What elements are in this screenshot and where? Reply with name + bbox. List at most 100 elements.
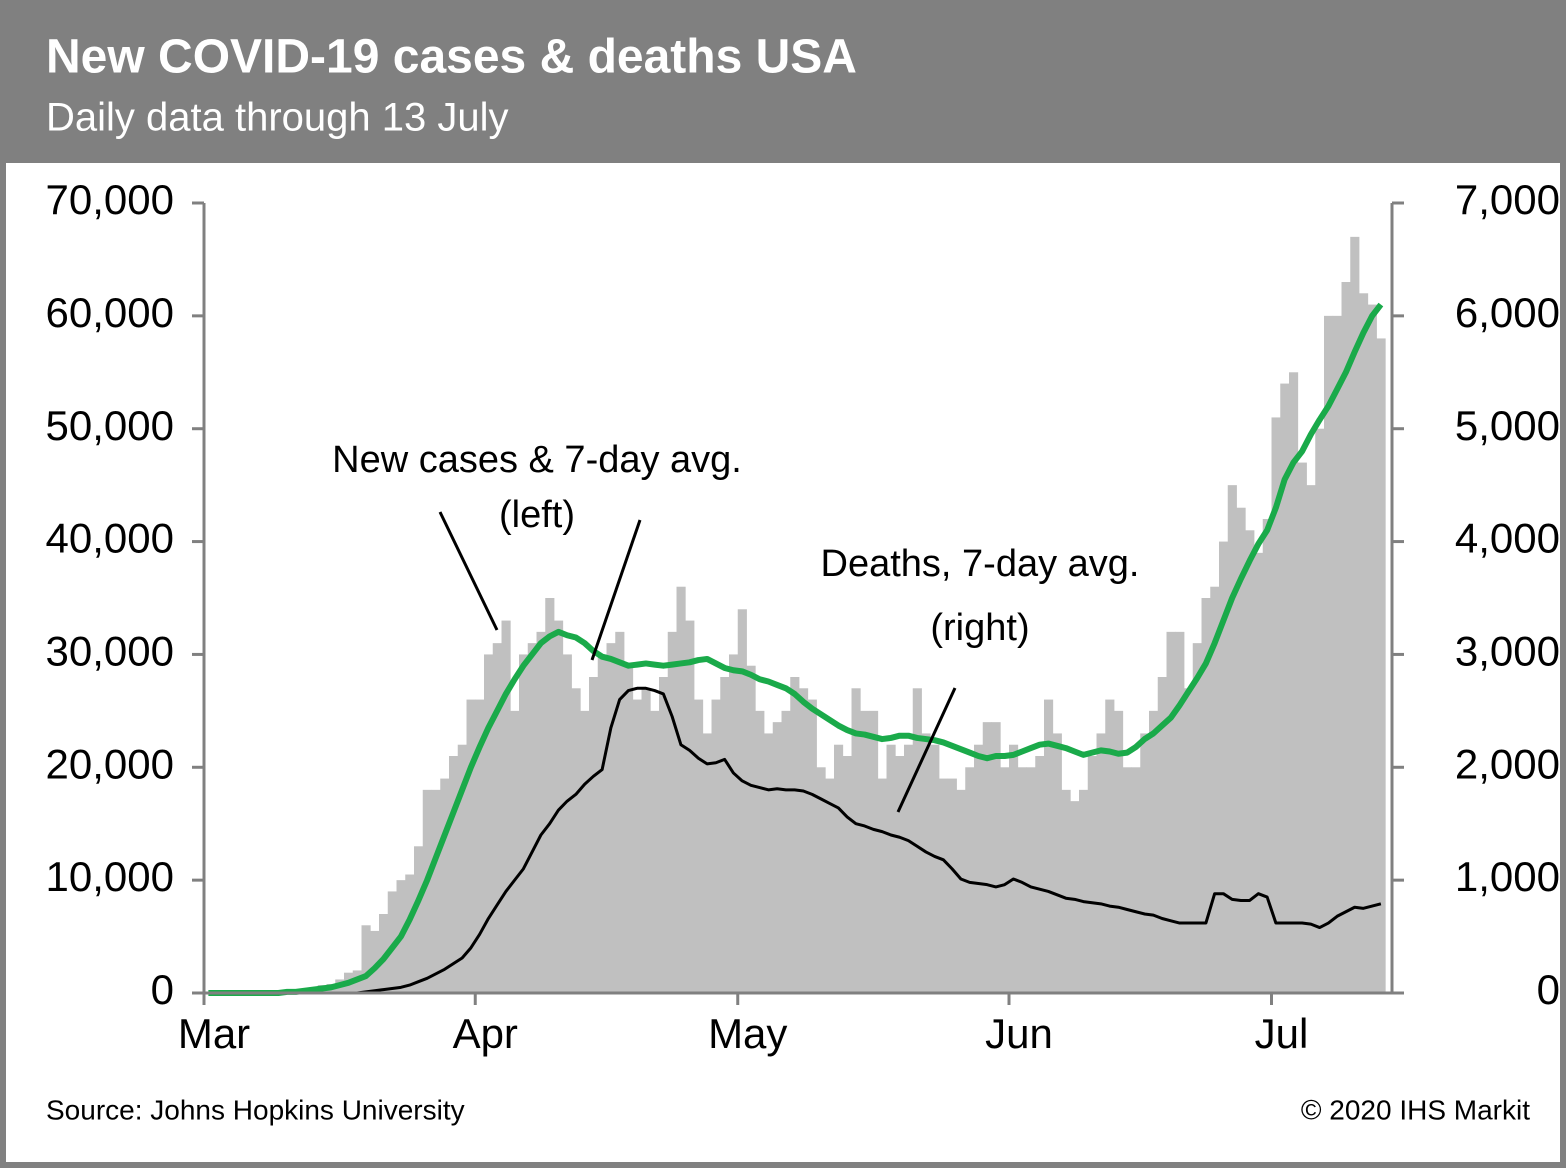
bar: [361, 925, 371, 993]
x-tick-label: Apr: [453, 1010, 518, 1057]
bar: [536, 631, 546, 993]
y-tick-label: 40,000: [46, 515, 174, 562]
annotation: (right): [930, 607, 1029, 649]
bar: [956, 789, 966, 993]
bar: [982, 722, 992, 993]
bar: [659, 677, 669, 993]
bar: [729, 654, 739, 993]
bar: [641, 688, 651, 993]
bar: [877, 778, 887, 993]
bar: [895, 756, 905, 993]
bar: [1201, 598, 1211, 993]
bar: [510, 710, 520, 993]
y-tick-label: 70,000: [46, 176, 174, 223]
bar: [965, 767, 975, 993]
bar: [799, 688, 809, 993]
bar: [1140, 733, 1150, 993]
y-tick-label: 30,000: [46, 628, 174, 675]
bar: [554, 620, 564, 993]
bar: [501, 620, 511, 993]
bar: [1044, 699, 1054, 993]
bar: [834, 744, 844, 993]
bar: [1035, 756, 1045, 993]
bar: [431, 789, 441, 993]
bar: [1254, 552, 1264, 993]
bar: [1341, 282, 1351, 993]
bar: [886, 744, 896, 993]
bar: [807, 699, 817, 993]
bar: [685, 620, 695, 993]
bar: [370, 930, 380, 993]
line: [208, 302, 1384, 996]
bar: [1122, 767, 1132, 993]
bar: [991, 722, 1001, 993]
bar: [1131, 767, 1141, 993]
bar: [562, 654, 572, 993]
bar: [781, 710, 791, 993]
bar: [1376, 338, 1386, 993]
bar: [755, 710, 765, 993]
bar: [1017, 767, 1027, 993]
x-tick-label: May: [708, 1010, 787, 1057]
bar: [1271, 417, 1281, 993]
y2-tick-label: 2,000: [1455, 740, 1560, 787]
bar: [615, 631, 625, 993]
bar: [1245, 530, 1255, 993]
bar: [606, 643, 616, 993]
bar: [1105, 699, 1115, 993]
bar: [466, 699, 476, 993]
bar: [694, 699, 704, 993]
bar: [1359, 293, 1369, 993]
y2-tick-label: 4,000: [1455, 515, 1560, 562]
bar: [1175, 631, 1185, 993]
bar: [1096, 733, 1106, 993]
bar: [1315, 428, 1325, 993]
bar: [764, 733, 774, 993]
chart-subtitle: Daily data through 13 July: [46, 96, 509, 140]
bar: [667, 631, 677, 993]
bar: [746, 665, 756, 993]
bar: [1332, 315, 1342, 993]
bar: [1157, 677, 1167, 993]
bar: [571, 688, 581, 993]
y2-tick-label: 1,000: [1455, 853, 1560, 900]
bar: [1114, 710, 1124, 993]
plot: 0 10,000 20,000 30,000 40,000 50,000 60,000 70,…: [46, 176, 1560, 1057]
bar: [545, 598, 555, 993]
bar: [921, 733, 931, 993]
bar: [1227, 485, 1237, 993]
bar: [457, 744, 467, 993]
bar: [650, 710, 660, 993]
y-tick-label: 50,000: [46, 402, 174, 449]
pointer: [438, 511, 499, 631]
bar: [904, 744, 914, 993]
bar: [475, 699, 485, 993]
bar: [1262, 519, 1272, 993]
bar: [632, 699, 642, 993]
annotation: Deaths, 7-day avg.: [821, 543, 1140, 585]
line: [208, 686, 1382, 995]
annotation: New cases & 7-day avg.: [332, 439, 742, 481]
bar: [597, 654, 607, 993]
bar: [624, 665, 634, 993]
y-tick-label: 10,000: [46, 853, 174, 900]
bar: [974, 744, 984, 993]
bar: [1061, 789, 1071, 993]
bar: [1192, 643, 1202, 993]
bar: [405, 874, 415, 993]
x-tick-label: Mar: [178, 1010, 250, 1057]
bar: [1350, 236, 1360, 993]
bar: [1210, 586, 1220, 993]
y2-tick-label: 6,000: [1455, 289, 1560, 336]
y2-tick-label: 3,000: [1455, 628, 1560, 675]
chart-title: New COVID-19 cases & deaths USA: [46, 31, 857, 84]
x-tick-label: Jun: [985, 1010, 1053, 1057]
bar: [711, 699, 721, 993]
y2-tick-label: 7,000: [1455, 176, 1560, 223]
bar: [1079, 789, 1089, 993]
bar: [1149, 710, 1159, 993]
bar: [440, 778, 450, 993]
bar: [422, 789, 432, 993]
bar: [449, 756, 459, 993]
